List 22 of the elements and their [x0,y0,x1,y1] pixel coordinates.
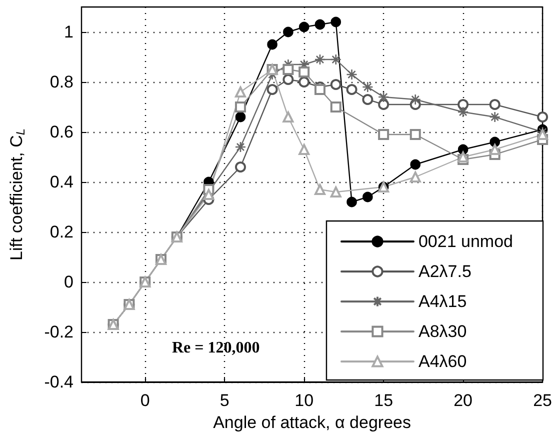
y-tick-label: 0.6 [50,122,74,142]
x-tick-label: 25 [533,391,552,410]
y-tick-label: 1 [64,22,74,42]
legend-label: A4λ60 [418,352,467,371]
y-axis-title: Lift coefficient, CL [7,128,28,261]
y-tick-label: -0.2 [44,322,74,342]
y-tick-label: 0 [64,272,74,292]
legend-label: A2λ7.5 [418,262,472,281]
y-tick-label: 0.8 [50,72,74,92]
y-tick-label: 0.2 [50,222,74,242]
y-tick-label: -0.4 [44,372,74,392]
x-tick-label: 15 [374,391,394,410]
legend-label: 0021 unmod [418,232,514,251]
x-tick-label: 5 [220,391,230,410]
x-tick-label: 10 [294,391,314,410]
annotation: Re = 120,000 [172,340,260,356]
x-tick-label: 20 [454,391,473,410]
legend-label: A4λ15 [418,292,467,311]
y-tick-label: 0.4 [50,172,74,192]
x-axis-title: Angle of attack, α degrees [213,412,411,432]
x-tick-label: 0 [140,391,150,410]
legend-label: A8λ30 [418,322,467,341]
